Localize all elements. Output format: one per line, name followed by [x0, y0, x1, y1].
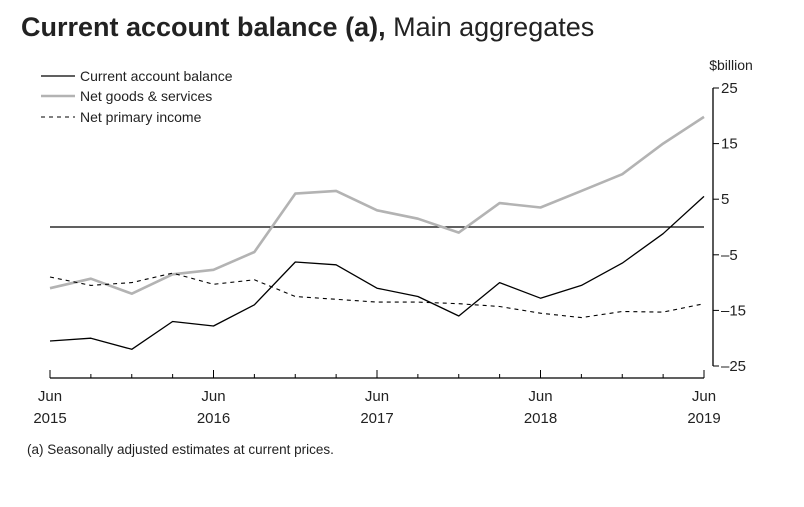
y-tick-label: –15: [721, 302, 746, 319]
chart-title: Current account balance (a), Main aggreg…: [21, 12, 594, 43]
y-tick-label: 25: [721, 80, 738, 97]
y-tick-label: –25: [721, 358, 746, 375]
x-tick-label-year: 2019: [687, 410, 720, 427]
x-tick-label-year: 2016: [197, 410, 230, 427]
x-tick-label-year: 2018: [524, 410, 557, 427]
x-tick-label-month: Jun: [692, 388, 716, 405]
y-tick-label: 5: [721, 191, 729, 208]
series-group: [49, 115, 705, 350]
x-tick-label-month: Jun: [365, 388, 389, 405]
legend: Current account balance Net goods & servi…: [41, 68, 233, 125]
x-tick-label-month: Jun: [528, 388, 552, 405]
x-tick-label-month: Jun: [201, 388, 225, 405]
legend-label-1: Net goods & services: [80, 88, 212, 104]
series-line-0: [49, 195, 705, 350]
chart-title-sub: Main aggregates: [393, 12, 595, 42]
series-line-2: [49, 272, 705, 319]
legend-label-0: Current account balance: [80, 68, 233, 84]
axes: Jun 2015 Jun 2016 Jun 2017 Jun 2018 Jun 2019 $bill…: [33, 57, 752, 427]
chart-title-main: Current account balance (a),: [21, 12, 386, 42]
x-tick-label-month: Jun: [38, 388, 62, 405]
line-chart: Current account balance Net goods & servi…: [33, 57, 752, 427]
x-tick-label-year: 2017: [360, 410, 393, 427]
footnote: (a) Seasonally adjusted estimates at cur…: [27, 442, 334, 457]
y-tick-label: –5: [721, 247, 738, 264]
x-tick-label-year: 2015: [33, 410, 66, 427]
legend-label-2: Net primary income: [80, 109, 202, 125]
series-line-1: [49, 115, 705, 296]
y-tick-label: 15: [721, 136, 738, 153]
y-unit-label: $billion: [709, 57, 753, 73]
